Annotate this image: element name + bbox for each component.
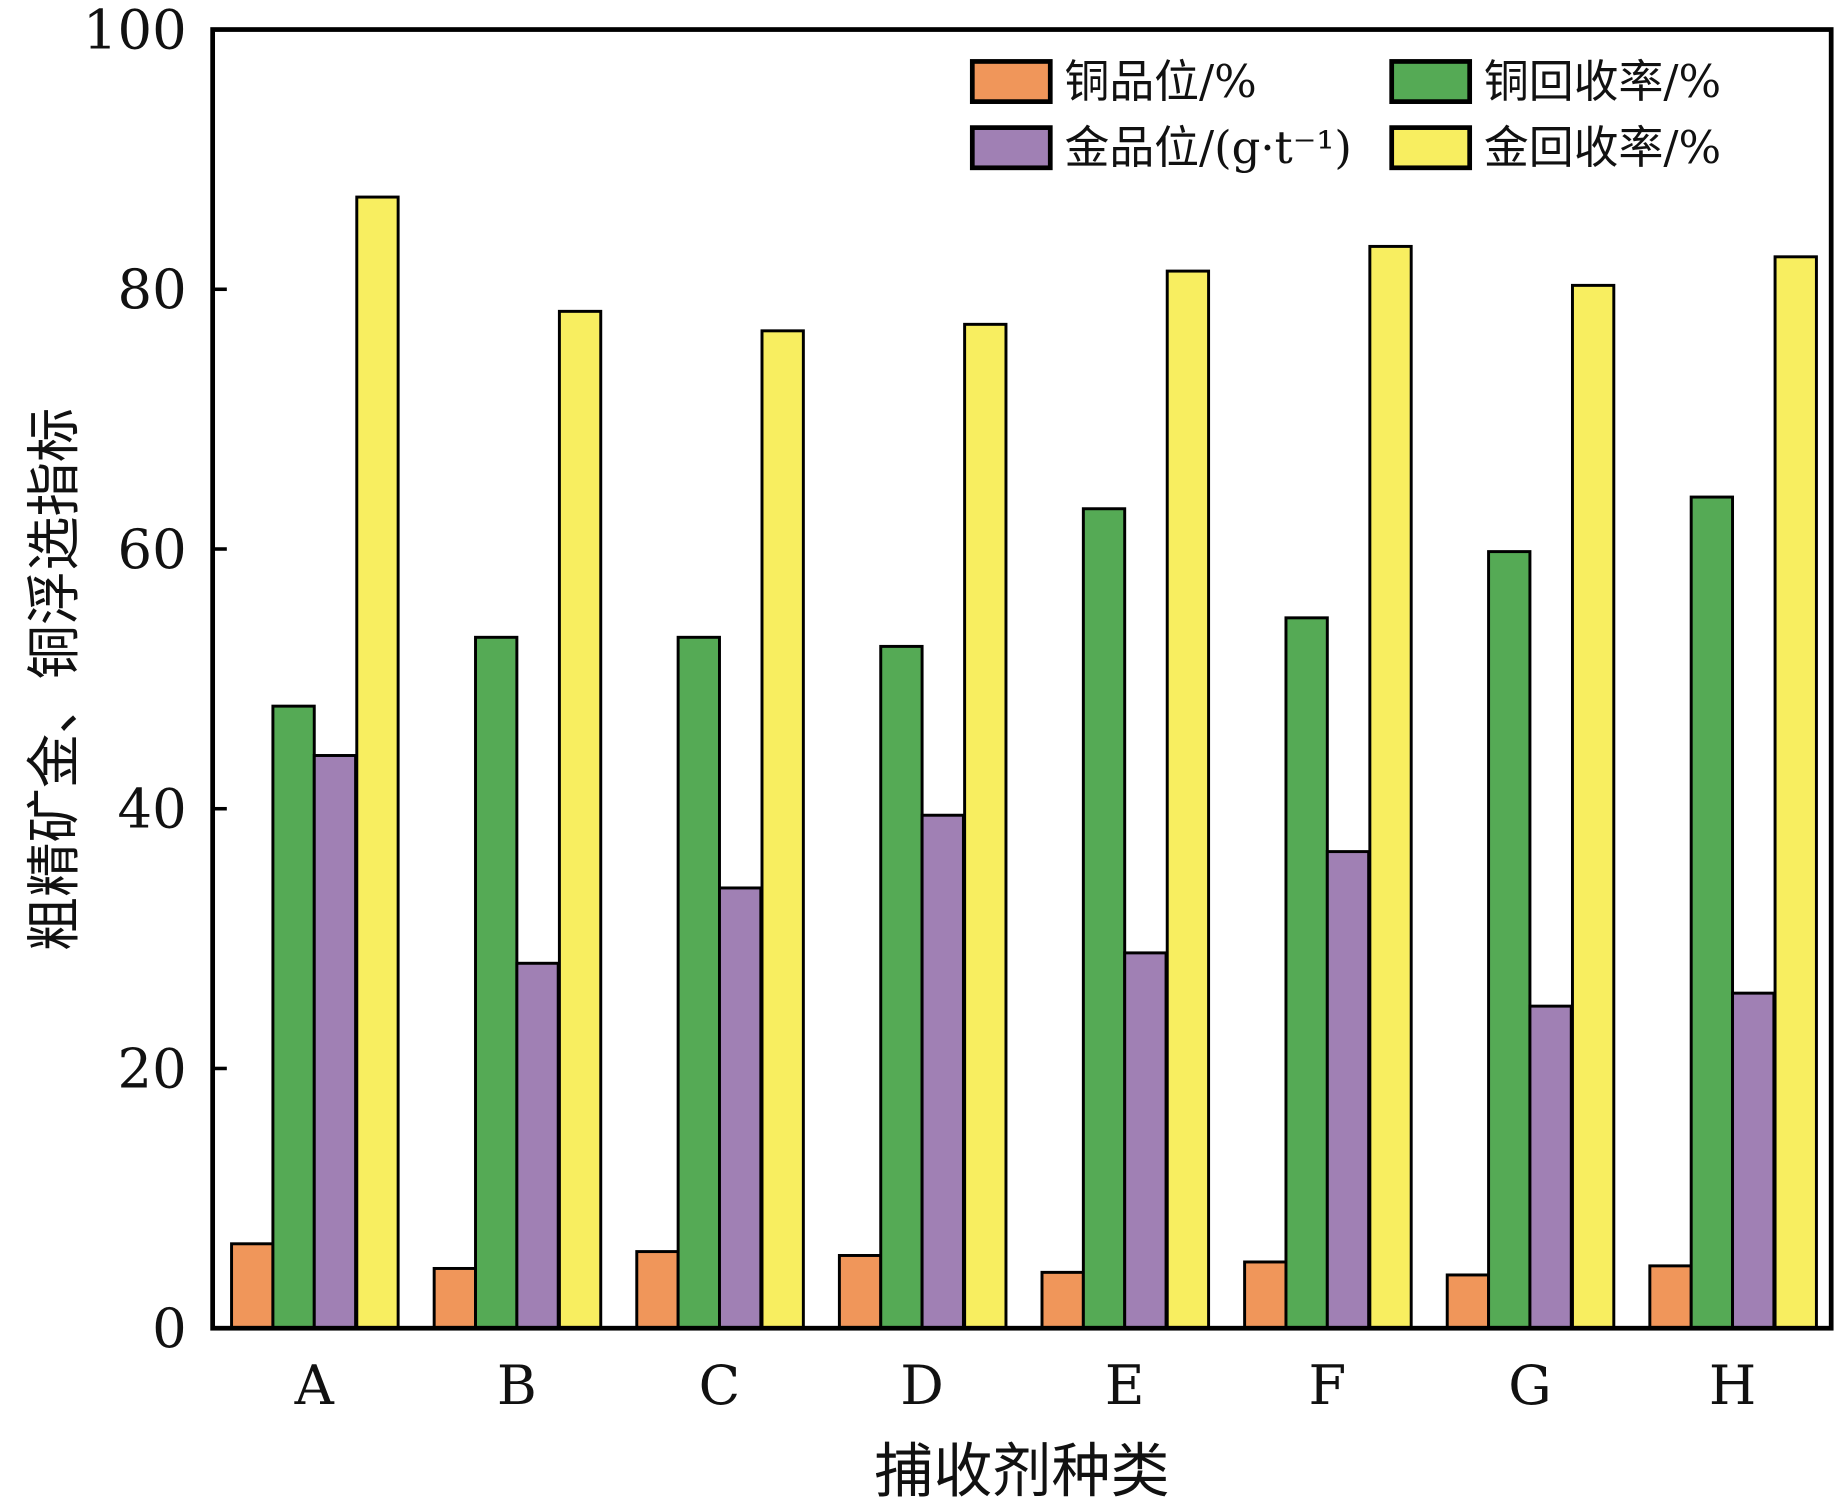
bar-D-series-3	[920, 813, 965, 1330]
bar-H-series-3	[1731, 991, 1776, 1330]
bar-F-series-3	[1325, 850, 1371, 1330]
bar-H-series-1	[1648, 1264, 1693, 1330]
y-tick-label: 60	[118, 518, 187, 581]
legend-label-4: 金回收率/%	[1484, 121, 1721, 174]
bar-F-series-4	[1368, 244, 1413, 1330]
bar-G-series-2	[1487, 550, 1532, 1330]
bar-F-series-1	[1243, 1260, 1288, 1330]
x-tick-label: B	[497, 1354, 537, 1417]
bar-G-series-3	[1528, 1004, 1573, 1330]
x-tick-label: E	[1105, 1354, 1145, 1417]
legend-swatch-3	[969, 125, 1053, 171]
bar-A-series-1	[230, 1242, 275, 1330]
y-tick-label: 20	[118, 1037, 187, 1100]
bar-A-series-3	[312, 754, 358, 1330]
y-tick-label: 80	[118, 258, 187, 321]
legend-label-2: 铜回收率/%	[1484, 55, 1721, 108]
legend-swatch-4	[1389, 125, 1473, 171]
bar-G-series-4	[1570, 283, 1616, 1330]
y-tick-label: 100	[83, 0, 187, 61]
x-tick-label: C	[699, 1354, 741, 1417]
bar-C-series-3	[718, 886, 763, 1330]
legend-swatch-2	[1389, 59, 1473, 104]
bar-H-series-2	[1689, 495, 1735, 1330]
bar-A-series-2	[271, 704, 316, 1330]
x-tick-label: F	[1308, 1354, 1346, 1417]
x-tick-label: D	[900, 1354, 944, 1417]
bar-B-series-1	[432, 1266, 477, 1330]
y-axis-label: 粗精矿金、铜浮选指标	[23, 408, 86, 951]
y-tick-label: 40	[118, 778, 187, 841]
x-tick-label: G	[1508, 1354, 1551, 1417]
bar-B-series-4	[557, 309, 603, 1330]
legend-swatch-1	[969, 59, 1053, 104]
bar-E-series-3	[1123, 951, 1168, 1330]
bar-E-series-1	[1040, 1270, 1085, 1330]
bar-D-series-2	[879, 644, 924, 1330]
bar-E-series-4	[1165, 269, 1211, 1330]
legend-label-3: 金品位/(g·t⁻¹)	[1064, 121, 1351, 174]
bar-C-series-1	[635, 1250, 680, 1330]
bar-B-series-3	[515, 961, 560, 1330]
y-tick-label: 0	[152, 1297, 187, 1360]
bar-C-series-2	[676, 635, 721, 1330]
x-axis-label: 捕收剂种类	[874, 1436, 1169, 1505]
bar-A-series-4	[355, 195, 400, 1330]
x-tick-label: A	[294, 1354, 335, 1417]
x-tick-label: H	[1709, 1354, 1756, 1417]
bar-D-series-4	[963, 322, 1008, 1330]
bar-E-series-2	[1081, 507, 1127, 1330]
plot-frame	[210, 27, 1834, 1331]
bar-C-series-4	[760, 329, 805, 1330]
legend-label-1: 铜品位/%	[1064, 55, 1256, 108]
bar-H-series-4	[1773, 255, 1818, 1330]
bar-F-series-2	[1284, 616, 1329, 1330]
bar-B-series-2	[474, 635, 519, 1330]
bar-G-series-1	[1445, 1273, 1491, 1330]
bar-D-series-1	[837, 1254, 883, 1330]
